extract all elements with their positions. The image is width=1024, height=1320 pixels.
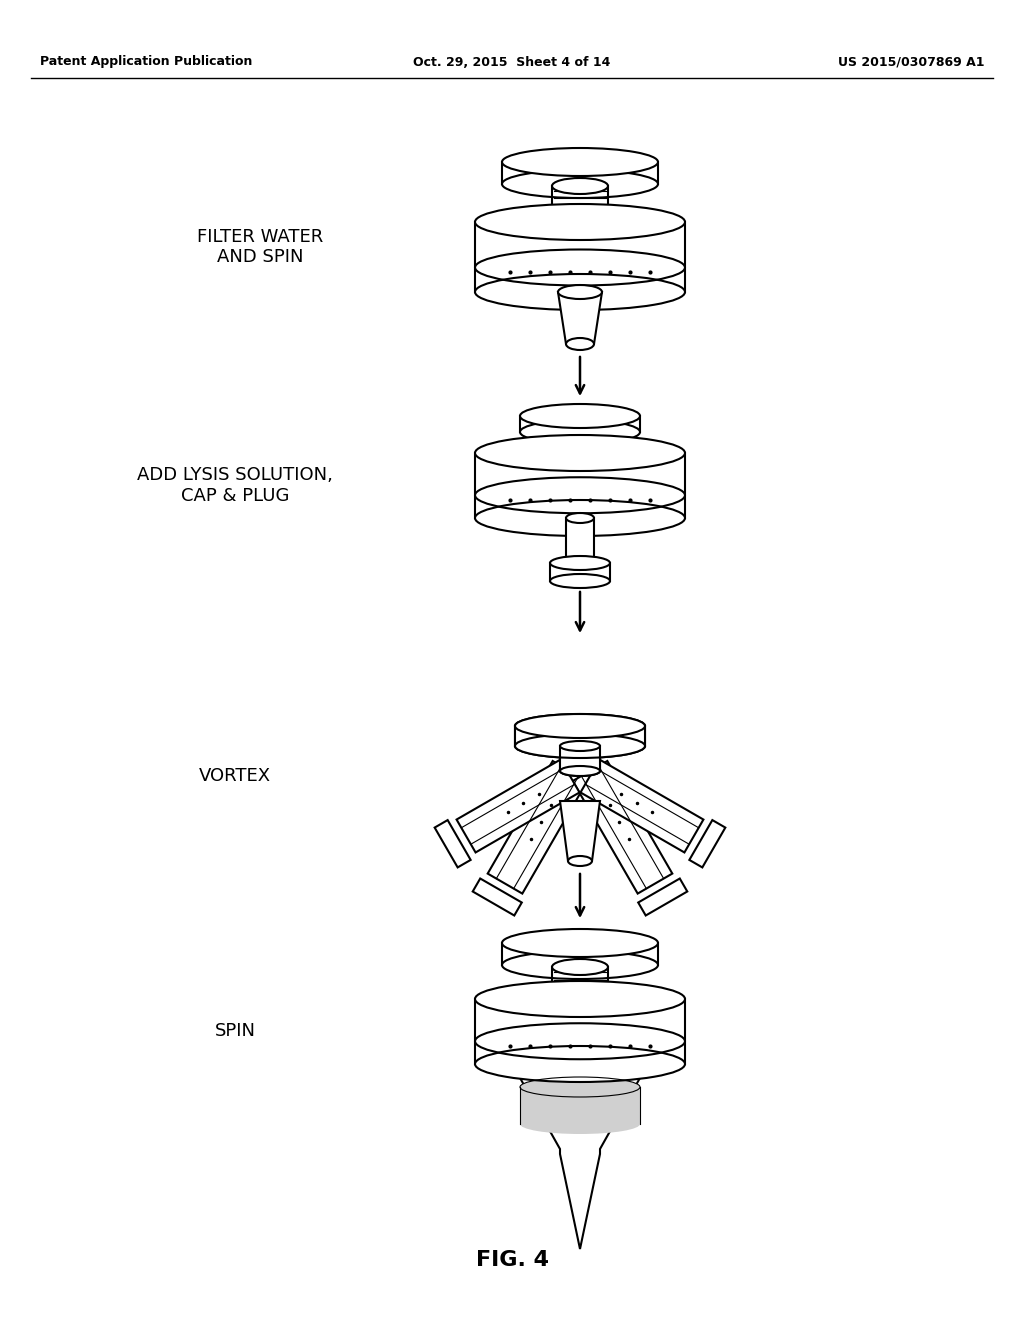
Ellipse shape bbox=[502, 929, 658, 957]
Bar bbox=[560, 746, 600, 771]
Ellipse shape bbox=[552, 987, 608, 1003]
Bar bbox=[566, 517, 594, 564]
Ellipse shape bbox=[550, 574, 610, 587]
Ellipse shape bbox=[475, 205, 685, 240]
Polygon shape bbox=[520, 1086, 640, 1125]
Bar bbox=[552, 186, 608, 218]
Ellipse shape bbox=[552, 178, 608, 194]
Polygon shape bbox=[689, 820, 725, 867]
Bar bbox=[475, 453, 685, 517]
Bar bbox=[515, 726, 645, 746]
Polygon shape bbox=[434, 820, 471, 867]
Ellipse shape bbox=[560, 741, 600, 751]
Bar bbox=[502, 162, 658, 183]
Ellipse shape bbox=[475, 981, 685, 1016]
Bar bbox=[475, 999, 685, 1064]
Polygon shape bbox=[572, 762, 673, 894]
Ellipse shape bbox=[558, 285, 602, 300]
Ellipse shape bbox=[515, 714, 645, 738]
Text: Oct. 29, 2015  Sheet 4 of 14: Oct. 29, 2015 Sheet 4 of 14 bbox=[414, 55, 610, 69]
Ellipse shape bbox=[560, 766, 600, 776]
Polygon shape bbox=[487, 762, 588, 894]
Polygon shape bbox=[638, 879, 687, 916]
Ellipse shape bbox=[520, 404, 640, 428]
Polygon shape bbox=[560, 801, 600, 861]
Text: FIG. 4: FIG. 4 bbox=[475, 1250, 549, 1270]
Ellipse shape bbox=[560, 766, 600, 776]
Ellipse shape bbox=[515, 734, 645, 758]
Ellipse shape bbox=[515, 734, 645, 758]
Bar bbox=[552, 968, 608, 995]
Ellipse shape bbox=[475, 500, 685, 536]
Ellipse shape bbox=[550, 556, 610, 570]
Ellipse shape bbox=[475, 1045, 685, 1082]
Ellipse shape bbox=[552, 960, 608, 975]
Text: SPIN: SPIN bbox=[214, 1023, 256, 1040]
Ellipse shape bbox=[520, 1077, 640, 1097]
Polygon shape bbox=[558, 292, 602, 345]
Ellipse shape bbox=[515, 714, 645, 738]
Ellipse shape bbox=[552, 210, 608, 226]
Polygon shape bbox=[515, 1069, 645, 1249]
Ellipse shape bbox=[566, 338, 594, 350]
Ellipse shape bbox=[520, 420, 640, 444]
Ellipse shape bbox=[560, 741, 600, 751]
Bar bbox=[520, 416, 640, 432]
Ellipse shape bbox=[566, 558, 594, 568]
Ellipse shape bbox=[550, 936, 609, 950]
Ellipse shape bbox=[550, 154, 609, 170]
Bar bbox=[475, 222, 685, 292]
Bar bbox=[502, 942, 658, 965]
Ellipse shape bbox=[520, 1114, 640, 1134]
Bar bbox=[560, 746, 600, 771]
Bar bbox=[550, 564, 610, 581]
Polygon shape bbox=[457, 759, 580, 853]
Ellipse shape bbox=[502, 170, 658, 198]
Bar bbox=[515, 726, 645, 746]
Text: ADD LYSIS SOLUTION,
CAP & PLUG: ADD LYSIS SOLUTION, CAP & PLUG bbox=[137, 466, 333, 504]
Polygon shape bbox=[473, 879, 522, 916]
Ellipse shape bbox=[502, 148, 658, 176]
Text: FILTER WATER
AND SPIN: FILTER WATER AND SPIN bbox=[197, 227, 324, 267]
Ellipse shape bbox=[502, 950, 658, 979]
Ellipse shape bbox=[515, 1057, 645, 1081]
Ellipse shape bbox=[475, 275, 685, 310]
Ellipse shape bbox=[568, 855, 592, 866]
Text: VORTEX: VORTEX bbox=[199, 767, 271, 785]
Ellipse shape bbox=[475, 436, 685, 471]
Ellipse shape bbox=[566, 513, 594, 523]
Text: US 2015/0307869 A1: US 2015/0307869 A1 bbox=[838, 55, 984, 69]
Polygon shape bbox=[581, 759, 703, 853]
Text: Patent Application Publication: Patent Application Publication bbox=[40, 55, 252, 69]
